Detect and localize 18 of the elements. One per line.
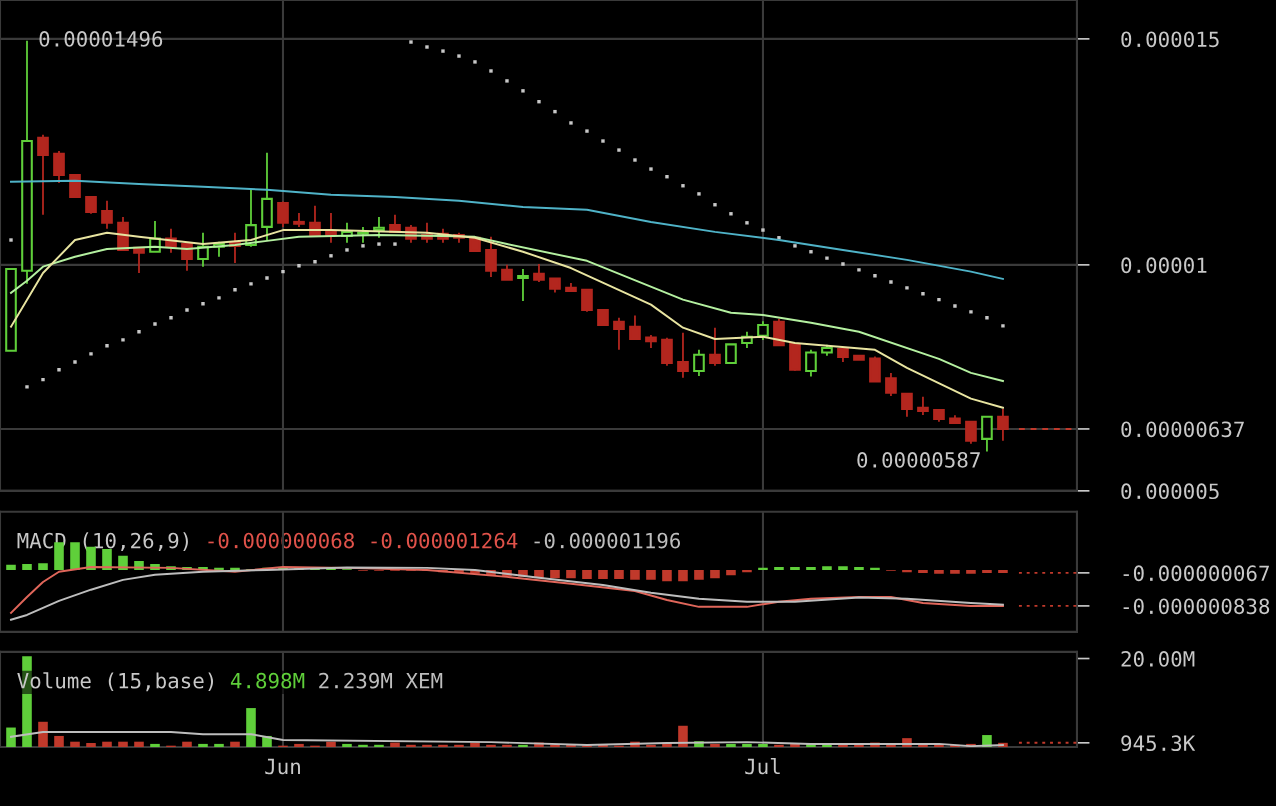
annotation: 4.898M	[230, 672, 305, 689]
annotation: -0.000001264	[371, 532, 518, 549]
y-tick-label: -0.000000838	[1123, 598, 1270, 615]
y-tick-label: 0.000015	[1121, 31, 1219, 48]
text: Volume (15,base)	[17, 672, 214, 692]
annotation: 0.00001496	[39, 31, 163, 47]
annotation: -0.000001196	[534, 532, 681, 549]
annotation: -0.000000068	[208, 532, 354, 549]
y-tick-label: 0.00000637	[1121, 421, 1244, 438]
annotation: 0.00000587	[857, 452, 980, 468]
y-tick-label: -0.000000067	[1123, 565, 1269, 582]
annotation: 2.239M XEM	[319, 672, 443, 689]
x-tick-label: Jun	[265, 758, 300, 775]
y-tick-label: 945.3K	[1121, 735, 1196, 752]
y-tick-label: 0.00001	[1121, 257, 1207, 274]
x-tick-label: Jul	[745, 758, 780, 775]
y-tick-label: 20.00M	[1121, 651, 1195, 667]
y-tick-label: 0.000005	[1121, 483, 1219, 500]
